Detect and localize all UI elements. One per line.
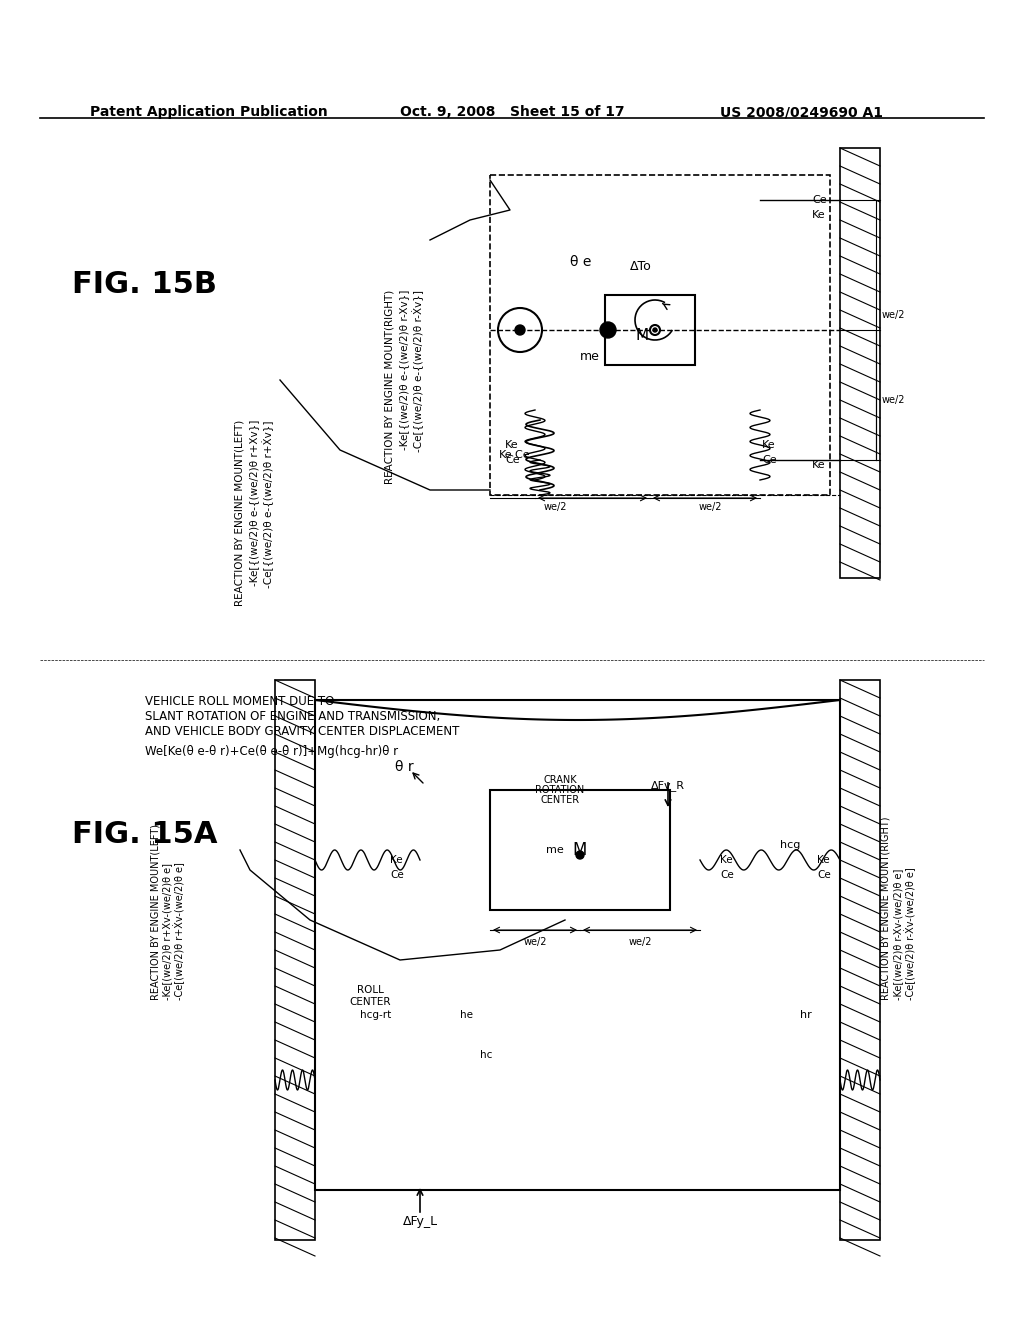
Text: ΔFy_L: ΔFy_L — [402, 1214, 437, 1228]
Text: Ce: Ce — [762, 455, 776, 465]
Circle shape — [653, 327, 657, 333]
Text: Ke: Ke — [817, 855, 829, 865]
Text: REACTION BY ENGINE MOUNT(RIGHT): REACTION BY ENGINE MOUNT(RIGHT) — [881, 817, 891, 1001]
Text: we/2: we/2 — [544, 502, 566, 512]
Text: hc: hc — [480, 1049, 493, 1060]
Text: We[Ke(θ e-θ r)+Ce(θ̇ e-θ̇ r)]+Mg(hcg-hr)θ r: We[Ke(θ e-θ r)+Ce(θ̇ e-θ̇ r)]+Mg(hcg-hr)… — [145, 744, 398, 758]
Text: -Ke[{(we/2)θ e-{(we/2)θ r-Xv}]: -Ke[{(we/2)θ e-{(we/2)θ r-Xv}] — [399, 290, 409, 450]
Text: CENTER: CENTER — [541, 795, 580, 805]
Bar — [840, 148, 880, 578]
Text: -Ke[(we/2)θ r+Xv-(we/2)θ e]: -Ke[(we/2)θ r+Xv-(we/2)θ e] — [162, 863, 172, 1001]
Text: we/2: we/2 — [882, 310, 905, 319]
Text: CENTER: CENTER — [349, 997, 391, 1007]
Text: he: he — [460, 1010, 473, 1020]
Text: US 2008/0249690 A1: US 2008/0249690 A1 — [720, 106, 883, 119]
Bar — [275, 680, 315, 1239]
Text: Ke: Ke — [390, 855, 402, 865]
Text: ΔTo: ΔTo — [630, 260, 651, 273]
Text: we/2: we/2 — [523, 937, 547, 946]
Text: me: me — [546, 845, 564, 855]
Bar — [840, 680, 880, 1239]
Text: FIG. 15B: FIG. 15B — [72, 271, 217, 300]
Text: ROLL: ROLL — [356, 985, 383, 995]
Text: -Ke[(we/2)θ r-Xv-(we/2)θ e]: -Ke[(we/2)θ r-Xv-(we/2)θ e] — [893, 869, 903, 1001]
Text: Oct. 9, 2008   Sheet 15 of 17: Oct. 9, 2008 Sheet 15 of 17 — [400, 106, 625, 119]
Circle shape — [515, 325, 525, 335]
Circle shape — [600, 322, 616, 338]
Text: VEHICLE ROLL MOMENT DUE TO: VEHICLE ROLL MOMENT DUE TO — [145, 696, 335, 708]
Text: AND VEHICLE BODY GRAVITY CENTER DISPLACEMENT: AND VEHICLE BODY GRAVITY CENTER DISPLACE… — [145, 725, 460, 738]
Text: Ke: Ke — [812, 210, 825, 220]
Bar — [490, 789, 670, 909]
Text: CRANK: CRANK — [543, 775, 577, 785]
Text: -Ce[(we/2)θ̇ r-Ẋv-(we/2)θ̇ e]: -Ce[(we/2)θ̇ r-Ẋv-(we/2)θ̇ e] — [904, 867, 915, 1001]
Text: SLANT ROTATION OF ENGINE AND TRANSMISSION,: SLANT ROTATION OF ENGINE AND TRANSMISSIO… — [145, 710, 440, 723]
Bar — [490, 176, 830, 495]
Text: M: M — [572, 841, 587, 859]
Text: Ce: Ce — [817, 870, 830, 880]
Text: we/2: we/2 — [882, 395, 905, 405]
Text: hcg: hcg — [780, 840, 801, 850]
Text: Ke: Ke — [499, 450, 513, 459]
Text: Ke: Ke — [812, 459, 825, 470]
Text: Ce: Ce — [508, 450, 529, 459]
Text: FIG. 15A: FIG. 15A — [72, 820, 217, 849]
Text: Ke: Ke — [762, 440, 775, 450]
Text: θ e: θ e — [570, 255, 592, 269]
Circle shape — [575, 851, 584, 859]
Text: hr: hr — [800, 1010, 812, 1020]
Text: ΔFv_R: ΔFv_R — [651, 780, 685, 791]
Text: Ce: Ce — [720, 870, 734, 880]
Text: Ce: Ce — [812, 195, 826, 205]
Text: -Ce[{(we/2)θ̇ e-{(we/2)θ̇ r-Ẋv}]: -Ce[{(we/2)θ̇ e-{(we/2)θ̇ r-Ẋv}] — [412, 290, 424, 451]
Text: REACTION BY ENGINE MOUNT(LEFT): REACTION BY ENGINE MOUNT(LEFT) — [150, 824, 160, 1001]
Text: ROTATION: ROTATION — [536, 785, 585, 795]
Bar — [605, 294, 695, 366]
Text: θ r: θ r — [395, 760, 414, 774]
Text: Patent Application Publication: Patent Application Publication — [90, 106, 328, 119]
Text: Ke: Ke — [720, 855, 732, 865]
Text: we/2: we/2 — [629, 937, 651, 946]
Text: we/2: we/2 — [698, 502, 722, 512]
Bar — [315, 700, 840, 1191]
Text: -Ce[(we/2)θ̇ r+Ẋv-(we/2)θ̇ e]: -Ce[(we/2)θ̇ r+Ẋv-(we/2)θ̇ e] — [173, 862, 185, 1001]
Text: REACTION BY ENGINE MOUNT(LEFT): REACTION BY ENGINE MOUNT(LEFT) — [234, 420, 245, 606]
Text: hcg-rt: hcg-rt — [360, 1010, 391, 1020]
Text: -Ke[{(we/2)θ e-{(we/2)θ r+Xv}]: -Ke[{(we/2)θ e-{(we/2)θ r+Xv}] — [249, 420, 259, 586]
Text: me: me — [580, 350, 600, 363]
Text: M: M — [636, 329, 648, 343]
Text: -Ce[{(we/2)θ̇ e-{(we/2)θ̇ r+Ẋv}]: -Ce[{(we/2)θ̇ e-{(we/2)θ̇ r+Ẋv}] — [262, 420, 273, 587]
Text: Ce: Ce — [505, 455, 519, 465]
Text: Ke: Ke — [505, 440, 518, 450]
Text: Ce: Ce — [390, 870, 403, 880]
Text: REACTION BY ENGINE MOUNT(RIGHT): REACTION BY ENGINE MOUNT(RIGHT) — [385, 290, 395, 484]
